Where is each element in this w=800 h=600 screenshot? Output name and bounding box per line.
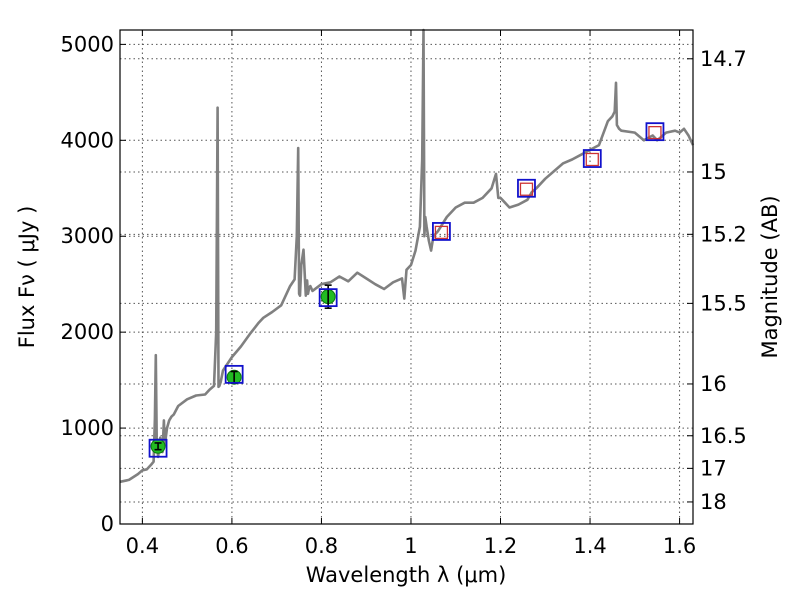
axis-ticks: 0.4 0.6 0.8 1 1.2 1.4 1.6 0 1000 2000 3000 4000 5000… [61,30,747,558]
synthetic-marker [318,288,338,308]
synthetic-marker [645,122,665,142]
model-marker [585,152,599,167]
model-marker [648,125,662,140]
y2-tick-label: 15 [700,160,727,184]
y2-tick-label: 16 [700,372,727,396]
y2-tick-label: 18 [700,490,727,514]
synthetic-marker [224,364,244,384]
y-axis-label: Flux Fν ( μJy ) [15,206,39,349]
plot-frame [119,29,694,525]
x-tick-label: 0.8 [305,534,338,558]
x-tick-label: 1.4 [573,534,606,558]
model-marker [519,182,534,196]
y-tick-label: 5000 [61,32,114,56]
y-tick-label: 4000 [61,128,114,152]
grid [120,30,693,524]
photometry-point [150,438,166,454]
x-tick-label: 1.6 [663,534,696,558]
spectrum-line [119,28,695,484]
x-tick-label: 0.6 [215,534,248,558]
y-tick-label: 2000 [61,320,114,344]
spectrum-series [119,28,695,484]
synthetic-marker [432,222,451,241]
synthetic-marker [148,438,168,458]
y-tick-label: 1000 [61,416,114,440]
x-axis-label: Wavelength λ (μm) [306,563,507,587]
y-tick-label: 0 [101,512,114,536]
synthetic-marker [582,149,602,168]
synthetic-marker [517,178,536,198]
y-tick-label: 3000 [61,224,114,248]
y2-tick-label: 17 [700,456,727,480]
x-tick-label: 1 [404,534,417,558]
y2-tick-label: 15.5 [700,291,747,315]
photometry-markers [148,122,665,458]
x-tick-label: 0.4 [126,534,159,558]
y2-tick-label: 16.5 [700,424,747,448]
y2-tick-label: 14.7 [700,47,747,71]
model-marker [434,225,449,240]
y2-axis-label: Magnitude (AB) [758,195,782,358]
x-tick-label: 1.2 [484,534,517,558]
y2-tick-label: 15.2 [700,222,747,246]
